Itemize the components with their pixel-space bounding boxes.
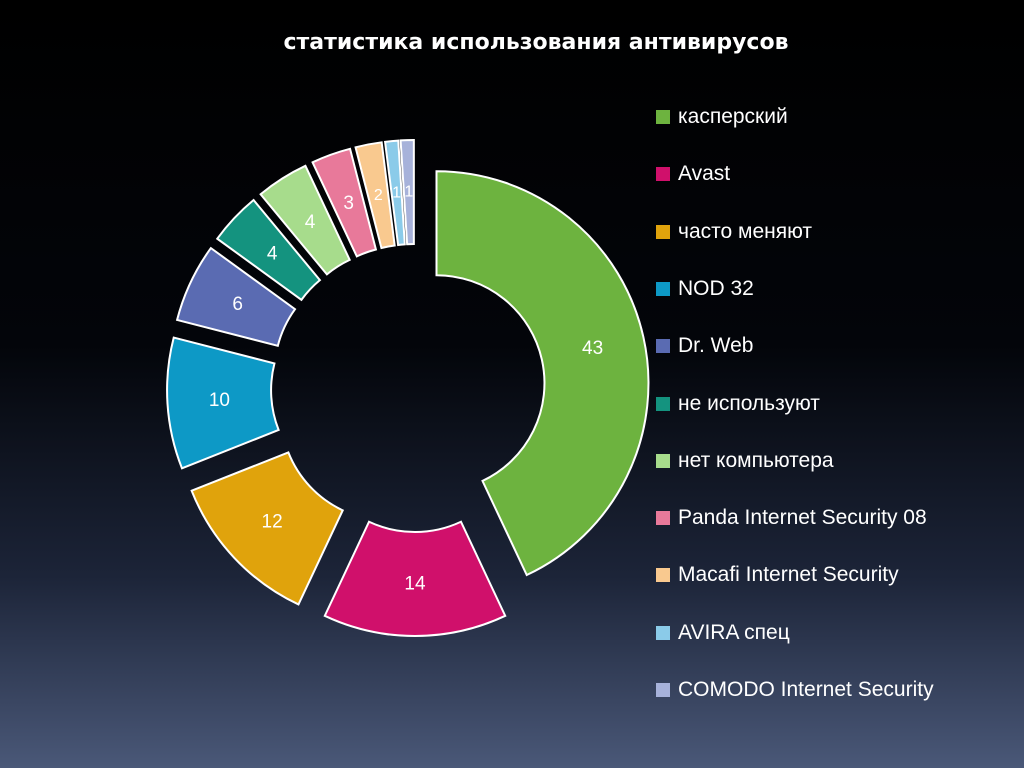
legend-label: COMODO Internet Security xyxy=(678,678,934,701)
slice-7 xyxy=(259,164,352,276)
legend-swatch xyxy=(656,683,670,697)
legend-label: Panda Internet Security 08 xyxy=(678,506,927,530)
legend-swatch xyxy=(656,511,670,526)
legend-label: Avast xyxy=(678,162,731,186)
data-label-3: 12 xyxy=(262,512,283,533)
legend-item: Macafi Internet Security xyxy=(656,561,899,589)
data-label-10: 1 xyxy=(392,184,401,201)
legend-item: не используют xyxy=(656,390,820,418)
legend-item: Panda Internet Security 08 xyxy=(656,504,927,532)
legend-label: AVIRA спец xyxy=(678,620,790,644)
legend-label: не используют xyxy=(678,391,820,415)
legend-item: нет компьютера xyxy=(656,447,834,475)
legend-swatch xyxy=(656,396,670,411)
slice-11 xyxy=(399,139,415,246)
slice-10 xyxy=(383,139,406,247)
legend-item: NOD 32 xyxy=(656,275,754,303)
data-label-9: 2 xyxy=(374,187,383,204)
slice-8 xyxy=(311,147,378,258)
legend-swatch xyxy=(656,339,670,354)
legend-label: касперский xyxy=(678,105,788,128)
legend-label: Macafi Internet Security xyxy=(678,563,899,587)
legend-swatch xyxy=(656,281,670,296)
data-label-8: 3 xyxy=(343,193,354,214)
slice-2 xyxy=(323,520,507,637)
legend-label: часто меняют xyxy=(678,219,813,243)
legend-label: Dr. Web xyxy=(678,334,754,358)
legend-item: COMODO Internet Security xyxy=(656,676,934,704)
data-label-6: 4 xyxy=(267,243,278,264)
data-label-4: 10 xyxy=(209,390,230,411)
chart-title: статистика использования антивирусов xyxy=(283,30,789,55)
slice-1 xyxy=(435,170,650,577)
legend-item: Dr. Web xyxy=(656,332,753,360)
data-label-11: 1 xyxy=(404,184,413,201)
legend-item: AVIRA спец xyxy=(656,619,790,647)
legend-swatch xyxy=(656,110,670,124)
legend-item: касперский xyxy=(656,103,788,131)
legend-label: NOD 32 xyxy=(678,276,754,300)
legend-item: Avast xyxy=(656,160,730,188)
data-label-5: 6 xyxy=(232,294,243,315)
legend-swatch xyxy=(656,224,670,239)
legend-label: нет компьютера xyxy=(678,448,834,472)
slice-4 xyxy=(166,336,280,470)
legend-swatch xyxy=(656,167,670,182)
slice-9 xyxy=(354,141,396,250)
slice-5 xyxy=(175,246,297,348)
legend-item: часто меняют xyxy=(656,218,812,246)
data-label-2: 14 xyxy=(404,574,426,595)
legend-swatch xyxy=(656,453,670,468)
slice-3 xyxy=(190,451,345,606)
data-label-1: 43 xyxy=(582,338,603,359)
data-label-7: 4 xyxy=(305,212,316,233)
legend-swatch xyxy=(656,625,670,640)
slice-6 xyxy=(215,198,322,302)
legend-swatch xyxy=(656,568,670,583)
